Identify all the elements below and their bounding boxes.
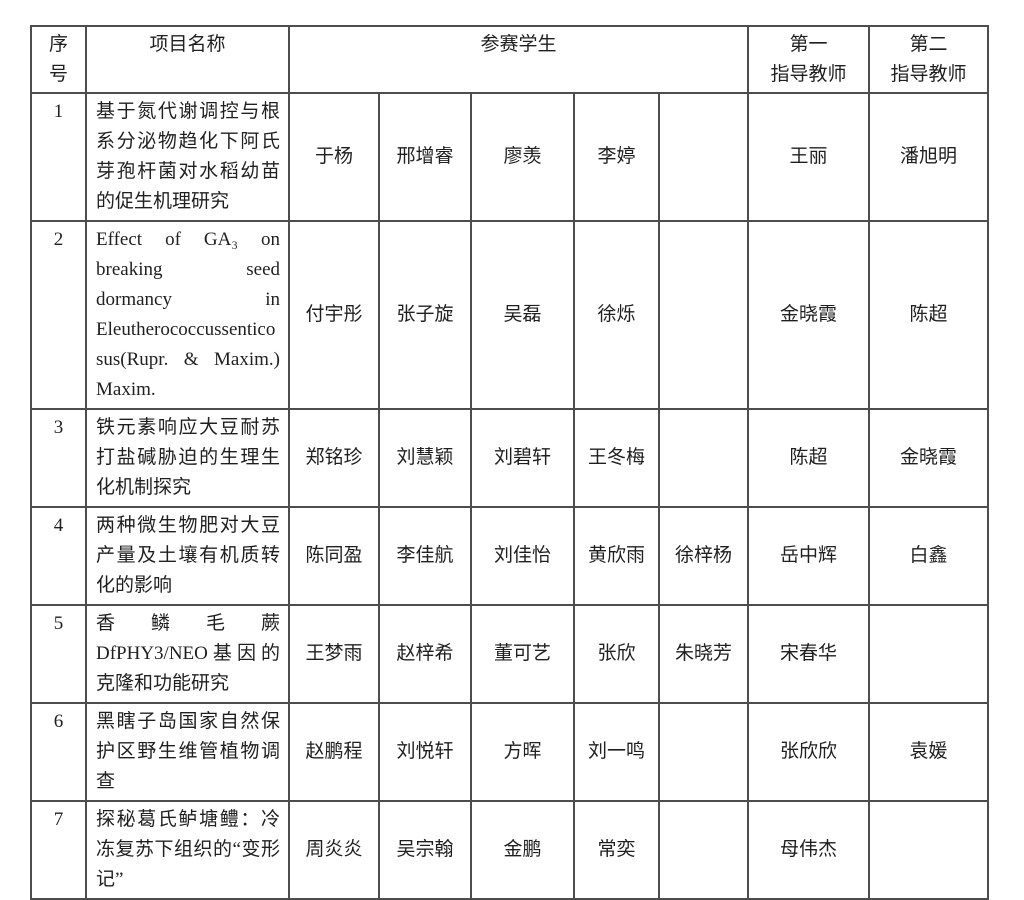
first-teacher-cell: 母伟杰	[747, 800, 870, 900]
student-cell: 周炎炎	[288, 800, 380, 900]
second-teacher-cell: 潘旭明	[868, 92, 989, 222]
project-name-cell: 黑瞎子岛国家自然保护区野生维管植物调查	[85, 702, 290, 802]
row-index-cell: 3	[30, 408, 87, 508]
first-teacher-cell: 宋春华	[747, 604, 870, 704]
student-cell: 刘佳怡	[470, 506, 575, 606]
student-cell: 刘一鸣	[573, 702, 660, 802]
first-teacher-cell: 陈超	[747, 408, 870, 508]
header-index-line2: 号	[48, 64, 68, 85]
row-index-cell: 5	[30, 604, 87, 704]
project-name-cell: 探秘葛氏鲈塘鳢：冷冻复苏下组织的“变形记”	[85, 800, 290, 900]
row-index-cell: 2	[30, 220, 87, 410]
student-cell: 陈同盈	[288, 506, 380, 606]
student-cell: 方晖	[470, 702, 575, 802]
projects-table: 序 号 项目名称 参赛学生 第一 指导教师 第二 指导教师 1 基于氮代谢调控与…	[30, 25, 989, 900]
header-second-teacher: 第二 指导教师	[868, 25, 989, 94]
table-row: 5 香鳞毛蕨DfPHY3/NEO基因的克隆和功能研究 王梦雨 赵梓希 董可艺 张…	[30, 604, 989, 704]
table-row: 1 基于氮代谢调控与根系分泌物趋化下阿氏芽孢杆菌对水稻幼苗的促生机理研究 于杨 …	[30, 92, 989, 222]
table-row: 2 Effect of GA₃ on breaking seed dormanc…	[30, 220, 989, 410]
student-cell: 徐梓杨	[658, 506, 749, 606]
student-cell: 刘慧颖	[378, 408, 472, 508]
header-second-teacher-line2: 指导教师	[890, 64, 967, 85]
project-name-cell: 铁元素响应大豆耐苏打盐碱胁迫的生理生化机制探究	[85, 408, 290, 508]
second-teacher-cell	[868, 800, 989, 900]
row-index-cell: 4	[30, 506, 87, 606]
second-teacher-cell: 陈超	[868, 220, 989, 410]
student-cell: 王冬梅	[573, 408, 660, 508]
student-cell	[658, 408, 749, 508]
project-name-cell: Effect of GA₃ on breaking seed dormancy …	[85, 220, 290, 410]
table-row: 7 探秘葛氏鲈塘鳢：冷冻复苏下组织的“变形记” 周炎炎 吴宗翰 金鹏 常奕 母伟…	[30, 800, 989, 900]
student-cell: 张欣	[573, 604, 660, 704]
student-cell: 李佳航	[378, 506, 472, 606]
row-index-cell: 7	[30, 800, 87, 900]
student-cell: 付宇彤	[288, 220, 380, 410]
second-teacher-cell: 白鑫	[868, 506, 989, 606]
student-cell: 朱晓芳	[658, 604, 749, 704]
first-teacher-cell: 金晓霞	[747, 220, 870, 410]
student-cell: 黄欣雨	[573, 506, 660, 606]
header-index: 序 号	[30, 25, 87, 94]
header-first-teacher: 第一 指导教师	[747, 25, 870, 94]
student-cell: 邢增睿	[378, 92, 472, 222]
project-name-cell: 基于氮代谢调控与根系分泌物趋化下阿氏芽孢杆菌对水稻幼苗的促生机理研究	[85, 92, 290, 222]
row-index-cell: 1	[30, 92, 87, 222]
table-row: 4 两种微生物肥对大豆产量及土壤有机质转化的影响 陈同盈 李佳航 刘佳怡 黄欣雨…	[30, 506, 989, 606]
project-name-cell: 香鳞毛蕨DfPHY3/NEO基因的克隆和功能研究	[85, 604, 290, 704]
student-cell: 金鹏	[470, 800, 575, 900]
header-participating-students: 参赛学生	[288, 25, 749, 94]
student-cell: 常奕	[573, 800, 660, 900]
first-teacher-cell: 王丽	[747, 92, 870, 222]
table-row: 6 黑瞎子岛国家自然保护区野生维管植物调查 赵鹏程 刘悦轩 方晖 刘一鸣 张欣欣…	[30, 702, 989, 802]
student-cell: 张子旋	[378, 220, 472, 410]
student-cell: 王梦雨	[288, 604, 380, 704]
header-second-teacher-line1: 第二	[909, 34, 948, 55]
header-index-line1: 序	[48, 34, 68, 55]
second-teacher-cell	[868, 604, 989, 704]
student-cell: 赵鹏程	[288, 702, 380, 802]
header-project-name: 项目名称	[85, 25, 290, 94]
student-cell: 赵梓希	[378, 604, 472, 704]
student-cell: 刘碧轩	[470, 408, 575, 508]
first-teacher-cell: 岳中辉	[747, 506, 870, 606]
row-index-cell: 6	[30, 702, 87, 802]
student-cell: 李婷	[573, 92, 660, 222]
student-cell: 董可艺	[470, 604, 575, 704]
student-cell: 刘悦轩	[378, 702, 472, 802]
student-cell	[658, 92, 749, 222]
second-teacher-cell: 金晓霞	[868, 408, 989, 508]
project-name-cell: 两种微生物肥对大豆产量及土壤有机质转化的影响	[85, 506, 290, 606]
header-first-teacher-line1: 第一	[789, 34, 828, 55]
header-first-teacher-line2: 指导教师	[770, 64, 847, 85]
student-cell	[658, 220, 749, 410]
student-cell: 于杨	[288, 92, 380, 222]
first-teacher-cell: 张欣欣	[747, 702, 870, 802]
student-cell: 吴宗翰	[378, 800, 472, 900]
student-cell	[658, 800, 749, 900]
student-cell: 郑铭珍	[288, 408, 380, 508]
second-teacher-cell: 袁媛	[868, 702, 989, 802]
student-cell	[658, 702, 749, 802]
student-cell: 吴磊	[470, 220, 575, 410]
student-cell: 廖羡	[470, 92, 575, 222]
header-row: 序 号 项目名称 参赛学生 第一 指导教师 第二 指导教师	[30, 25, 989, 94]
table-row: 3 铁元素响应大豆耐苏打盐碱胁迫的生理生化机制探究 郑铭珍 刘慧颖 刘碧轩 王冬…	[30, 408, 989, 508]
student-cell: 徐烁	[573, 220, 660, 410]
